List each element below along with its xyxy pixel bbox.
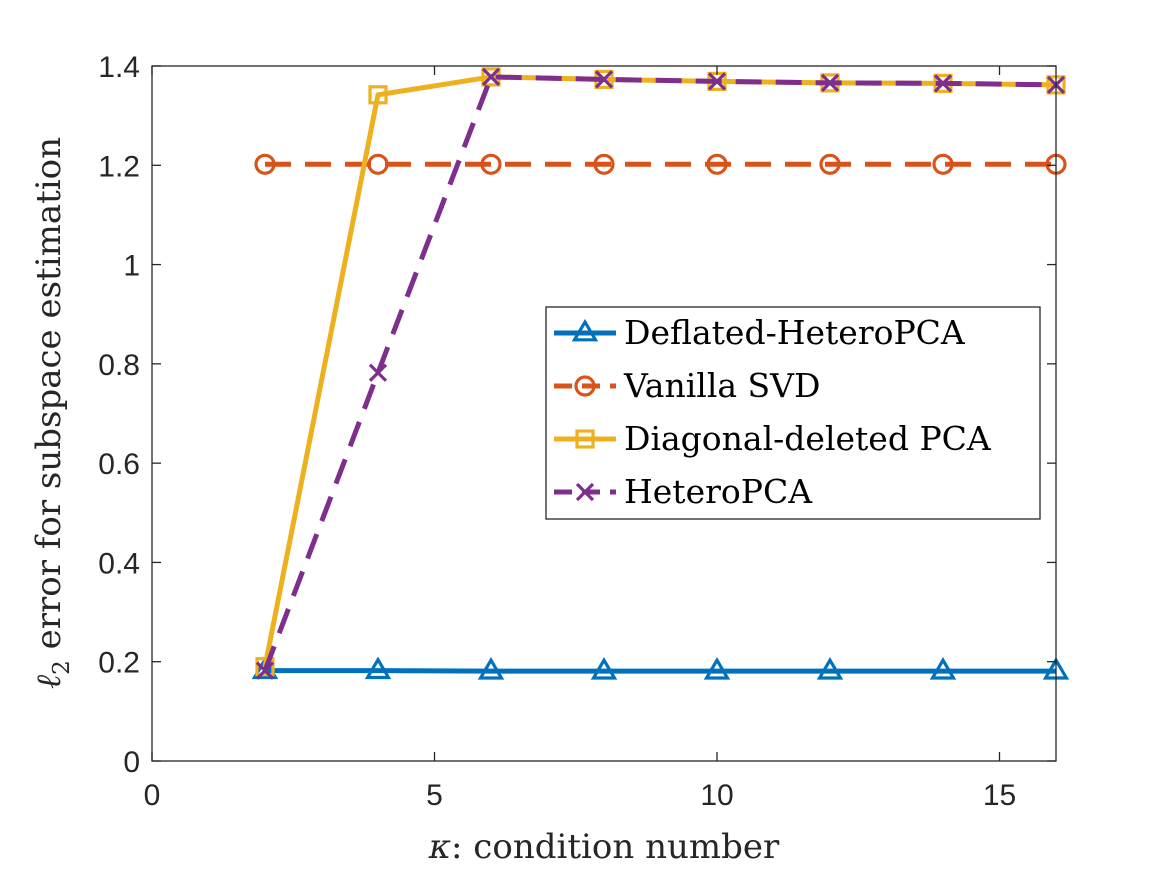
y-tick-label: 0.2 <box>98 647 140 680</box>
x-tick-label: 15 <box>983 779 1016 812</box>
data-point <box>819 153 841 175</box>
legend-label: HeteroPCA <box>624 472 813 511</box>
marker-shape <box>481 67 501 87</box>
y-axis-title: ℓ2 error for subspace estimation <box>29 137 75 689</box>
marker-shape <box>706 153 728 175</box>
x-axis-label: : condition number <box>451 827 780 867</box>
legend-entry: Deflated-HeteroPCA <box>554 313 966 352</box>
data-point <box>368 363 388 382</box>
data-point <box>707 72 727 91</box>
y-tick-label: 0.8 <box>98 349 140 382</box>
marker-shape <box>703 656 731 680</box>
marker-shape <box>816 656 844 680</box>
data-point <box>481 67 501 87</box>
y-axis-subscript: 2 <box>49 660 75 675</box>
y-tick-label: 1.4 <box>98 51 140 84</box>
y-tick-label: 1 <box>123 250 140 283</box>
series-heteropca <box>255 67 1066 680</box>
marker-shape <box>707 72 727 91</box>
data-point <box>933 74 953 93</box>
series-deflated-heteropca <box>251 656 1070 680</box>
marker-shape <box>933 74 953 93</box>
data-point <box>480 153 502 175</box>
legend: Deflated-HeteroPCA Vanilla SVD Diagonal-de… <box>545 306 1041 520</box>
data-point <box>932 153 954 175</box>
legend-box <box>545 306 1041 520</box>
marker-shape <box>594 70 614 89</box>
x-axis-title: κ: condition number <box>428 827 780 867</box>
marker-shape <box>571 318 599 342</box>
marker-shape <box>254 153 276 175</box>
data-point <box>593 153 615 175</box>
y-axis-label: error for subspace estimation <box>29 137 69 660</box>
data-point <box>368 85 388 105</box>
marker-shape <box>367 153 389 175</box>
axes-box <box>151 65 1057 762</box>
x-tick-label: 0 <box>144 779 161 812</box>
data-point <box>590 656 618 680</box>
marker-shape <box>251 656 279 680</box>
data-point <box>255 657 275 677</box>
marker-shape <box>575 429 595 449</box>
x-axis-symbol: κ <box>428 827 451 867</box>
legend-entry: HeteroPCA <box>554 472 813 511</box>
legend-label: Deflated-HeteroPCA <box>624 313 966 352</box>
data-point <box>251 656 279 680</box>
marker-shape <box>477 656 505 680</box>
legend-entry: Vanilla SVD <box>554 366 820 405</box>
series-layer <box>251 67 1070 680</box>
data-point <box>594 70 614 89</box>
marker-shape <box>929 656 957 680</box>
marker-shape <box>368 85 388 105</box>
data-point <box>703 656 731 680</box>
data-point <box>929 656 957 680</box>
data-point <box>364 656 392 680</box>
legend-label: Vanilla SVD <box>623 366 820 405</box>
data-point <box>820 73 840 93</box>
data-point <box>367 153 389 175</box>
x-tick-label: 10 <box>700 779 733 812</box>
y-tick-label: 0 <box>123 746 140 779</box>
series-line <box>262 74 1057 672</box>
marker-shape <box>255 657 275 677</box>
marker-shape <box>575 482 595 502</box>
marker-shape <box>593 153 615 175</box>
marker-shape <box>368 363 388 382</box>
marker-shape <box>590 656 618 680</box>
legend-marker <box>575 429 595 449</box>
legend-label: Diagonal-deleted PCA <box>624 419 992 458</box>
marker-shape <box>364 656 392 680</box>
legend-marker <box>571 318 599 342</box>
data-point <box>816 656 844 680</box>
data-point <box>477 656 505 680</box>
y-tick-label: 1.2 <box>98 150 140 183</box>
data-point <box>255 661 275 680</box>
legend-entry: Diagonal-deleted PCA <box>554 419 992 458</box>
marker-shape <box>932 153 954 175</box>
marker-shape <box>574 375 596 397</box>
y-tick-label: 0.6 <box>98 448 140 481</box>
marker-shape <box>255 661 275 680</box>
y-axis-symbol: ℓ <box>29 675 69 689</box>
axes-layer: 0 5 10 15 0 0.2 0.4 0.6 0.8 1 1.2 1.4 <box>98 51 1057 812</box>
legend-marker <box>574 375 596 397</box>
marker-shape <box>820 73 840 93</box>
legend-marker <box>575 482 595 502</box>
x-tick-label: 5 <box>426 779 443 812</box>
marker-shape <box>819 153 841 175</box>
data-point <box>706 153 728 175</box>
data-point <box>254 153 276 175</box>
marker-shape <box>480 153 502 175</box>
y-tick-label: 0.4 <box>98 547 140 580</box>
